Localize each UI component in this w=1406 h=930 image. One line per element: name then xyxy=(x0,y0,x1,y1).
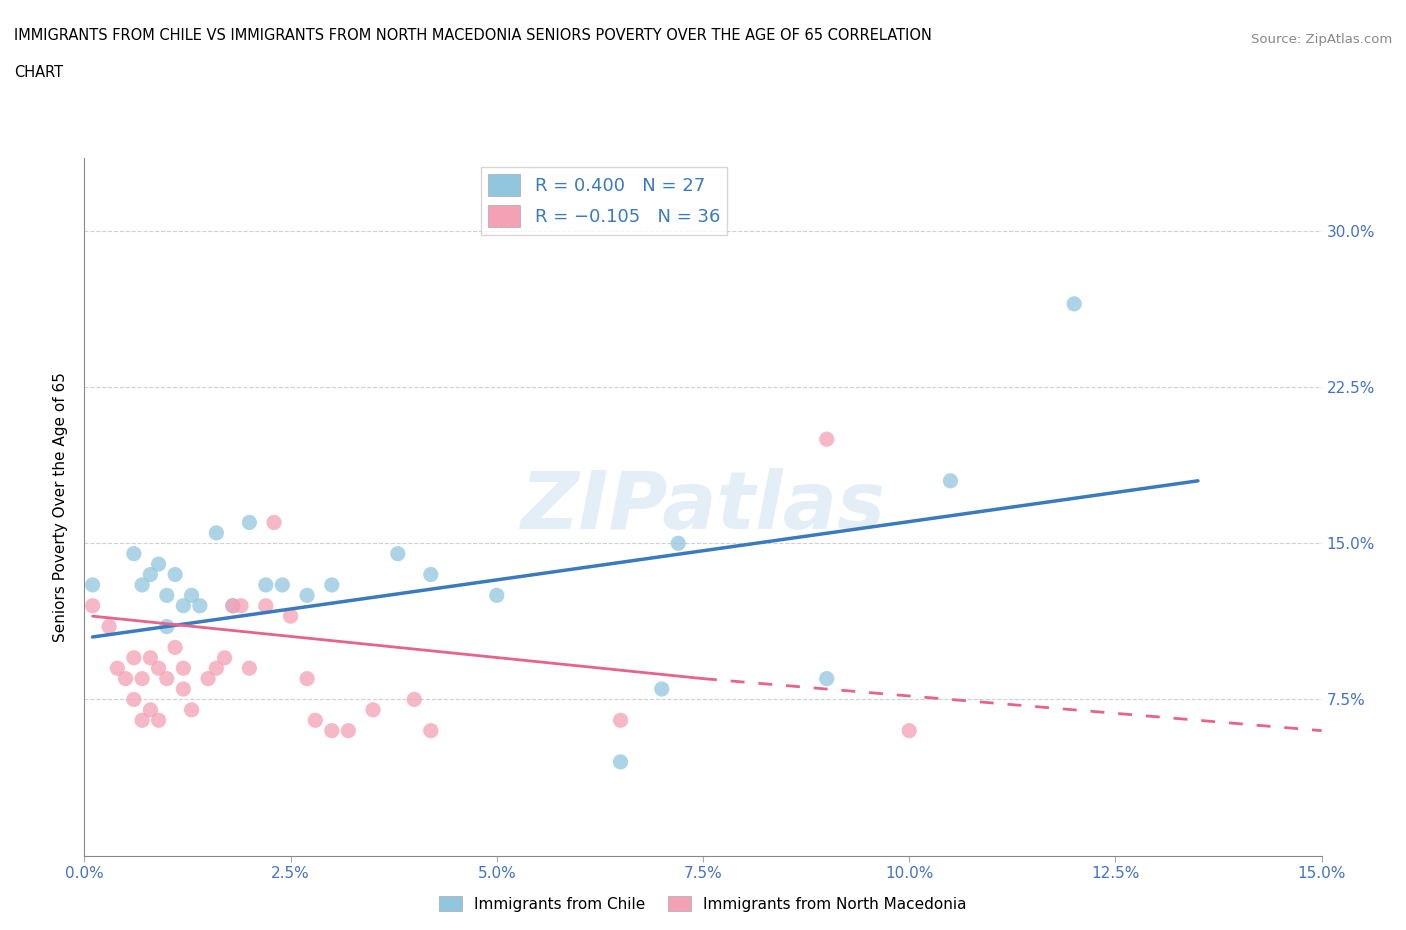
Point xyxy=(651,682,673,697)
Point xyxy=(254,598,277,613)
Point xyxy=(387,546,409,561)
Point xyxy=(131,712,153,727)
Point xyxy=(205,661,228,676)
Point xyxy=(105,661,128,676)
Point xyxy=(321,724,343,738)
Point xyxy=(815,671,838,686)
Point xyxy=(82,578,104,592)
Point xyxy=(122,546,145,561)
Point xyxy=(165,567,187,582)
Point xyxy=(214,650,236,665)
Point xyxy=(222,598,245,613)
Point xyxy=(321,578,343,592)
Point xyxy=(295,671,318,686)
Point xyxy=(114,671,136,686)
Point xyxy=(238,515,260,530)
Point xyxy=(122,650,145,665)
Point xyxy=(180,588,202,603)
Point xyxy=(139,702,162,717)
Text: ZIPatlas: ZIPatlas xyxy=(520,468,886,546)
Point xyxy=(254,578,277,592)
Point xyxy=(122,692,145,707)
Point xyxy=(197,671,219,686)
Point xyxy=(165,640,187,655)
Point xyxy=(98,619,121,634)
Point xyxy=(156,671,179,686)
Point xyxy=(1063,297,1085,312)
Point xyxy=(271,578,294,592)
Point xyxy=(188,598,211,613)
Point xyxy=(82,598,104,613)
Point xyxy=(485,588,508,603)
Point xyxy=(148,712,170,727)
Point xyxy=(609,712,631,727)
Point xyxy=(263,515,285,530)
Point xyxy=(419,567,441,582)
Point xyxy=(156,588,179,603)
Point xyxy=(815,432,838,446)
Point xyxy=(280,609,302,624)
Point xyxy=(148,661,170,676)
Point xyxy=(172,598,194,613)
Point xyxy=(156,619,179,634)
Legend: Immigrants from Chile, Immigrants from North Macedonia: Immigrants from Chile, Immigrants from N… xyxy=(433,889,973,918)
Point xyxy=(139,650,162,665)
Y-axis label: Seniors Poverty Over the Age of 65: Seniors Poverty Over the Age of 65 xyxy=(53,372,69,642)
Point xyxy=(666,536,689,551)
Point xyxy=(222,598,245,613)
Point xyxy=(898,724,921,738)
Point xyxy=(304,712,326,727)
Point xyxy=(172,682,194,697)
Text: CHART: CHART xyxy=(14,65,63,80)
Point xyxy=(609,754,631,769)
Point xyxy=(361,702,384,717)
Point xyxy=(148,557,170,572)
Point xyxy=(337,724,360,738)
Point xyxy=(404,692,426,707)
Text: Source: ZipAtlas.com: Source: ZipAtlas.com xyxy=(1251,33,1392,46)
Point xyxy=(172,661,194,676)
Point xyxy=(131,671,153,686)
Point xyxy=(205,525,228,540)
Point xyxy=(229,598,252,613)
Point xyxy=(139,567,162,582)
Point xyxy=(131,578,153,592)
Point xyxy=(419,724,441,738)
Point xyxy=(180,702,202,717)
Text: IMMIGRANTS FROM CHILE VS IMMIGRANTS FROM NORTH MACEDONIA SENIORS POVERTY OVER TH: IMMIGRANTS FROM CHILE VS IMMIGRANTS FROM… xyxy=(14,28,932,43)
Point xyxy=(939,473,962,488)
Point xyxy=(238,661,260,676)
Legend: R = 0.400   N = 27, R = −0.105   N = 36: R = 0.400 N = 27, R = −0.105 N = 36 xyxy=(481,167,727,234)
Point xyxy=(295,588,318,603)
